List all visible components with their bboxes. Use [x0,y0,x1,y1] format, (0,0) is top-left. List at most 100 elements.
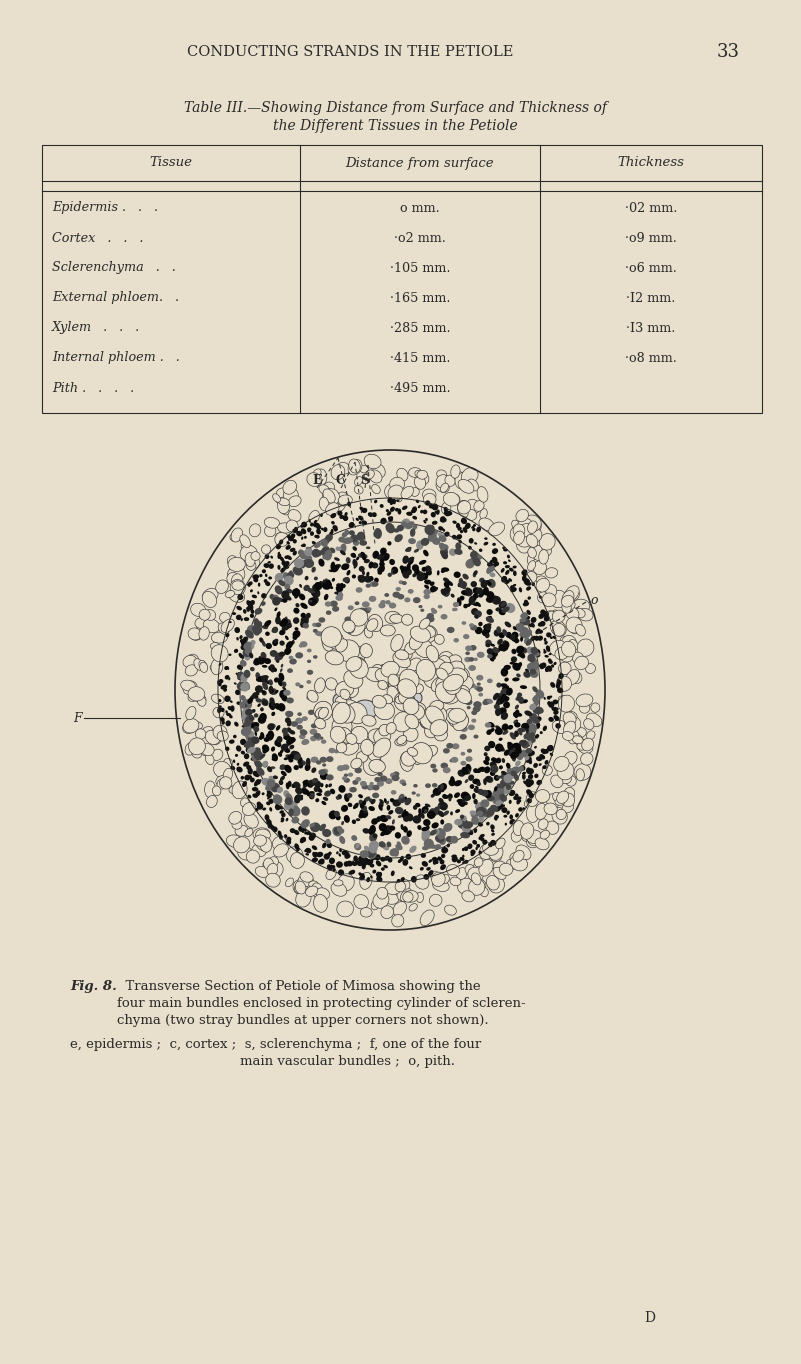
Ellipse shape [280,567,285,573]
Ellipse shape [454,548,463,555]
Ellipse shape [318,859,324,865]
Ellipse shape [555,719,557,722]
Ellipse shape [271,595,279,602]
Ellipse shape [438,527,443,531]
Ellipse shape [468,558,475,566]
Ellipse shape [477,822,483,827]
Ellipse shape [236,767,243,772]
Ellipse shape [412,506,417,513]
Ellipse shape [477,767,484,773]
Ellipse shape [462,574,469,580]
Ellipse shape [502,640,508,647]
Ellipse shape [349,787,356,792]
Ellipse shape [392,820,395,824]
Ellipse shape [363,828,369,833]
Ellipse shape [513,743,517,749]
Ellipse shape [271,701,276,708]
Ellipse shape [440,517,447,522]
Ellipse shape [185,742,196,756]
Ellipse shape [252,737,260,743]
Ellipse shape [212,786,221,795]
Ellipse shape [338,874,354,891]
Ellipse shape [224,666,228,670]
Ellipse shape [384,593,389,597]
Ellipse shape [345,854,351,859]
Ellipse shape [358,516,364,521]
Ellipse shape [376,664,394,679]
Ellipse shape [506,810,510,814]
Ellipse shape [393,801,399,805]
Ellipse shape [403,892,413,902]
Ellipse shape [365,667,385,682]
Ellipse shape [490,644,495,647]
Ellipse shape [514,722,521,727]
Ellipse shape [480,807,489,817]
Ellipse shape [376,872,382,878]
Ellipse shape [282,727,288,734]
Ellipse shape [574,608,586,618]
Ellipse shape [344,851,349,857]
Ellipse shape [559,773,571,784]
Ellipse shape [320,757,327,762]
Ellipse shape [364,559,370,563]
Ellipse shape [303,782,308,788]
Ellipse shape [495,726,500,728]
Ellipse shape [549,591,567,608]
Ellipse shape [252,574,260,580]
Ellipse shape [511,750,516,754]
Ellipse shape [298,825,304,832]
Ellipse shape [445,906,457,915]
Ellipse shape [441,614,448,619]
Ellipse shape [388,603,396,608]
Ellipse shape [516,645,525,653]
Ellipse shape [525,779,530,783]
Ellipse shape [396,735,407,745]
Ellipse shape [411,510,416,513]
Ellipse shape [465,768,470,775]
Text: ·o6 mm.: ·o6 mm. [625,262,677,274]
Ellipse shape [465,589,470,593]
Ellipse shape [249,629,254,636]
Ellipse shape [441,535,445,540]
Ellipse shape [570,623,580,634]
Ellipse shape [458,821,465,828]
Ellipse shape [486,615,492,622]
Ellipse shape [476,602,481,607]
Ellipse shape [346,734,357,745]
Ellipse shape [529,655,535,663]
Ellipse shape [228,678,230,681]
Ellipse shape [460,726,465,730]
Ellipse shape [443,492,460,506]
Ellipse shape [269,689,277,694]
Ellipse shape [463,528,467,533]
Ellipse shape [443,810,449,816]
Ellipse shape [314,780,321,787]
Ellipse shape [436,677,446,687]
Ellipse shape [422,846,429,850]
Ellipse shape [515,640,519,644]
Ellipse shape [269,593,274,599]
Ellipse shape [240,798,249,807]
Ellipse shape [469,666,476,671]
Ellipse shape [489,655,496,660]
Ellipse shape [509,814,513,820]
Ellipse shape [336,589,342,597]
Ellipse shape [544,637,546,642]
Ellipse shape [509,749,515,756]
Ellipse shape [327,842,332,848]
Ellipse shape [501,689,509,696]
Ellipse shape [533,707,543,715]
Ellipse shape [338,592,343,595]
Ellipse shape [526,790,532,795]
Ellipse shape [572,735,583,743]
Ellipse shape [284,798,292,805]
Ellipse shape [486,876,499,891]
Ellipse shape [376,888,388,899]
Ellipse shape [301,730,306,734]
Ellipse shape [331,465,345,480]
Ellipse shape [268,798,274,803]
Ellipse shape [275,652,283,660]
Ellipse shape [426,570,432,576]
Ellipse shape [268,732,274,738]
Ellipse shape [578,608,593,621]
